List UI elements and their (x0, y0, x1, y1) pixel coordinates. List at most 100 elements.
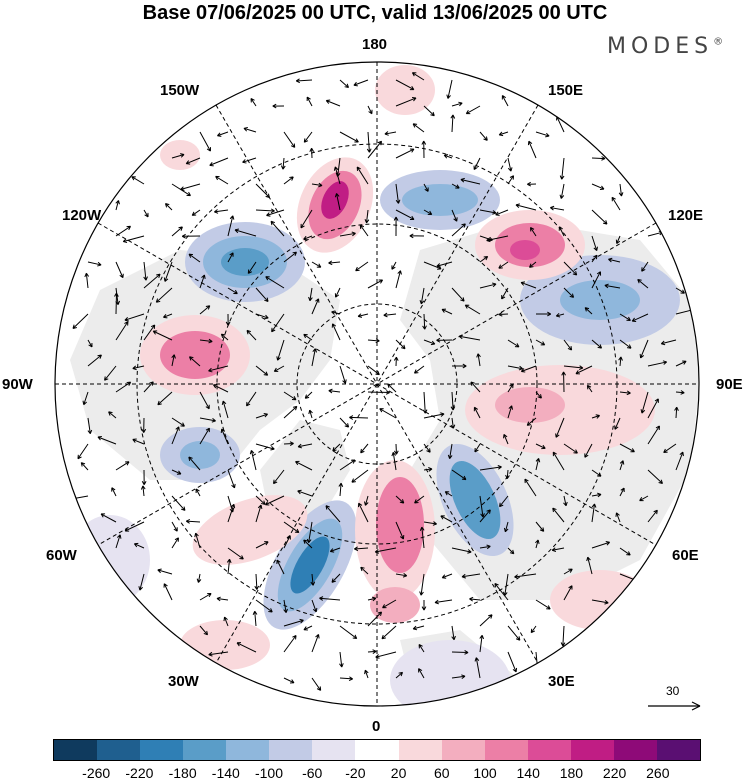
colorbar-tick-label: -100 (254, 765, 284, 781)
wind-arrow (115, 461, 130, 471)
wind-arrow (550, 205, 565, 211)
wind-arrow (367, 105, 373, 115)
wind-arrow (647, 509, 658, 523)
wind-arrow (171, 153, 185, 159)
wind-arrow (474, 443, 481, 453)
wind-arrow (393, 216, 399, 237)
wind-arrow (507, 157, 513, 172)
wind-arrow (395, 209, 415, 221)
wind-arrow (367, 611, 383, 627)
modes-logo: MODES® (607, 34, 724, 59)
wind-arrow (226, 558, 232, 575)
wind-arrow (395, 339, 406, 350)
wind-arrow (498, 261, 509, 269)
lon-label-90w: 90W (2, 376, 33, 393)
wind-arrow (395, 183, 401, 204)
wind-arrow (157, 391, 173, 406)
wind-arrow (391, 452, 397, 471)
wind-arrow (356, 166, 369, 185)
wind-arrow (563, 339, 573, 351)
anomaly-pos (321, 181, 349, 219)
wind-arrow (555, 312, 565, 318)
wind-arrow (82, 391, 89, 406)
colorbar-segment (441, 740, 485, 760)
wind-arrow (303, 539, 313, 549)
wind-arrow (507, 365, 524, 371)
wind-arrow (303, 131, 313, 143)
wind-arrow (530, 625, 537, 634)
wind-arrow (615, 235, 621, 245)
wind-arrow (563, 585, 573, 601)
wind-arrow (460, 177, 481, 185)
wind-arrow (364, 495, 369, 506)
wind-arrow (364, 669, 369, 679)
wind-arrow (447, 443, 453, 459)
wind-arrow (213, 384, 229, 393)
wind-arrow (637, 278, 649, 289)
anomaly-pos (180, 620, 270, 670)
wind-arrow (255, 495, 266, 505)
wind-arrow (367, 596, 377, 602)
wind-arrow (295, 78, 313, 84)
wind-arrow (339, 131, 359, 143)
wind-arrow (450, 391, 456, 411)
wind-arrow (479, 509, 491, 523)
wind-arrow (591, 503, 597, 523)
wind-arrow (308, 409, 313, 419)
wind-arrow (354, 546, 369, 552)
wind-arrow (479, 634, 485, 653)
wind-arrow (223, 616, 229, 627)
wind-arrow (527, 181, 537, 187)
wind-arrow (591, 414, 600, 419)
colorbar-segment (570, 740, 614, 760)
wind-arrow (297, 443, 313, 449)
wind-arrow (663, 443, 677, 454)
wind-arrow (171, 495, 186, 511)
wind-arrow (199, 427, 210, 445)
wind-arrow (584, 307, 593, 315)
colorbar-segment (355, 740, 399, 760)
wind-arrow (227, 469, 236, 489)
wind-arrow (451, 209, 458, 222)
wind-arrow (422, 391, 428, 414)
wind-arrow (464, 304, 481, 315)
wind-arrow (265, 276, 285, 289)
wind-arrow (311, 182, 323, 188)
wind-arrow (411, 72, 425, 81)
wind-arrow (164, 203, 173, 211)
wind-arrow (353, 79, 369, 87)
wind-arrow (138, 573, 145, 591)
wind-arrow (647, 360, 668, 367)
wind-arrow (674, 406, 679, 419)
wind-arrow (351, 469, 369, 483)
colorbar-tick-label: 20 (390, 765, 407, 781)
wind-arrow (395, 148, 415, 159)
anomaly-pos (376, 477, 424, 573)
map-title: Base 07/06/2025 00 UTC, valid 13/06/2025… (142, 2, 608, 24)
wind-arrow (250, 97, 257, 107)
wind-arrow (584, 443, 593, 458)
wind-arrow (208, 651, 229, 657)
wind-arrow (479, 495, 485, 518)
colorbar-segment (226, 740, 270, 760)
colorbar-segment (484, 740, 528, 760)
wind-arrow (507, 339, 520, 348)
anomaly-neg (290, 536, 330, 594)
wind-arrow (675, 360, 687, 367)
wind-arrow (563, 568, 573, 575)
wind-arrow (331, 573, 341, 583)
wind-arrow (479, 465, 502, 471)
colorbar-tick-label: 140 (516, 765, 540, 781)
colorbar-segment (97, 740, 141, 760)
colorbar-segment (140, 740, 184, 760)
wind-arrow (163, 313, 173, 319)
wind-arrow (143, 209, 149, 218)
wind-arrow (515, 203, 537, 211)
wind-arrow (611, 196, 621, 211)
wind-arrow (367, 365, 380, 376)
wind-arrow (72, 313, 89, 330)
wind-arrow (220, 333, 229, 341)
wind-arrow (413, 365, 425, 374)
wind-arrow (140, 485, 146, 497)
wind-arrow (563, 287, 575, 298)
